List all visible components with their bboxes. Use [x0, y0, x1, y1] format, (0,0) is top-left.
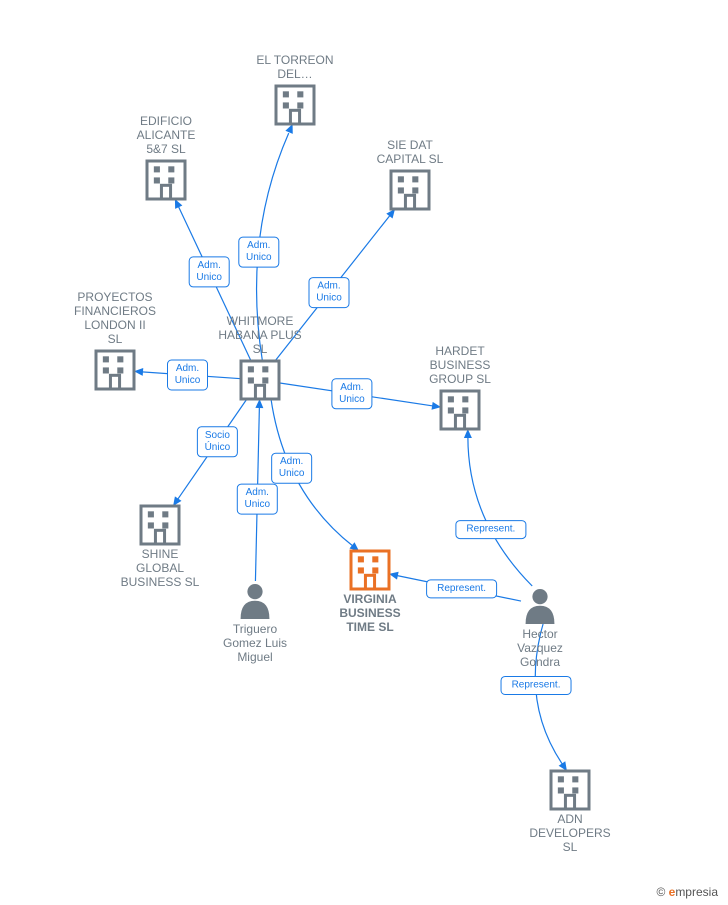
node-label: CAPITAL SL — [377, 152, 444, 166]
building-node-siedat[interactable] — [391, 171, 429, 209]
node-label: Vazquez — [517, 641, 563, 655]
edge — [468, 436, 532, 586]
node-label: DEL… — [277, 67, 312, 81]
node-label: BUSINESS — [339, 606, 400, 620]
node-label: Miguel — [237, 650, 272, 664]
node-label: GROUP SL — [429, 372, 491, 386]
edges-layer: Adm.UnicoAdm.UnicoAdm.UnicoAdm.UnicoAdm.… — [134, 124, 571, 771]
building-node-torreon[interactable] — [276, 86, 314, 124]
edge-badge-text: Socio — [205, 430, 230, 441]
edge-badge-text: Represent. — [466, 524, 515, 535]
building-node-hardet[interactable] — [441, 391, 479, 429]
edge-badge-text: Adm. — [340, 382, 363, 393]
node-label: HARDET — [435, 344, 485, 358]
edge-badge-text: Represent. — [512, 679, 561, 690]
building-node-edificio[interactable] — [147, 161, 185, 199]
node-label: SL — [108, 332, 123, 346]
building-node-proyectos[interactable] — [96, 351, 134, 389]
building-node-virginia[interactable] — [351, 551, 389, 589]
node-label: Gondra — [520, 655, 560, 669]
node-label: FINANCIEROS — [74, 304, 156, 318]
edge-badge-text: Unico — [339, 394, 365, 405]
node-label: Hector — [522, 627, 557, 641]
edge-badge-text: Adm. — [246, 487, 269, 498]
building-node-whitmore[interactable] — [241, 361, 279, 399]
building-node-adn[interactable] — [551, 771, 589, 809]
node-label: TIME SL — [346, 620, 393, 634]
edge-badge-text: Unico — [246, 252, 272, 263]
node-label: WHITMORE — [227, 314, 294, 328]
node-label: EL TORREON — [256, 53, 333, 67]
node-label: DEVELOPERS — [529, 826, 610, 840]
edge-badge-text: Adm. — [317, 281, 340, 292]
node-label: Triguero — [233, 622, 278, 636]
building-node-shine[interactable] — [141, 506, 179, 544]
node-label: ALICANTE — [137, 128, 196, 142]
node-label: ADN — [557, 812, 582, 826]
person-node-hector[interactable] — [526, 589, 555, 624]
edge-badge-text: Represent. — [437, 583, 486, 594]
node-label: 5&7 SL — [146, 142, 186, 156]
edge-badge-text: Unico — [279, 468, 305, 479]
copyright: © empresia — [656, 885, 718, 899]
node-label: LONDON II — [84, 318, 145, 332]
edge-badge-text: Adm. — [280, 456, 303, 467]
edge-badge-text: Único — [205, 440, 231, 453]
edge-badge-text: Unico — [175, 375, 201, 386]
edge-badge-text: Unico — [316, 293, 342, 304]
node-label: BUSINESS — [430, 358, 491, 372]
node-label: BUSINESS SL — [121, 575, 200, 589]
node-label: SIE DAT — [387, 138, 433, 152]
node-label: VIRGINIA — [343, 592, 397, 606]
node-label: SHINE — [142, 547, 179, 561]
edge-badge-text: Unico — [245, 499, 271, 510]
network-diagram: Adm.UnicoAdm.UnicoAdm.UnicoAdm.UnicoAdm.… — [0, 0, 728, 905]
person-node-triguero[interactable] — [241, 584, 270, 619]
edge-badge-text: Adm. — [247, 240, 270, 251]
nodes-layer: WHITMOREHABANA PLUSSLEL TORREONDEL…EDIFI… — [74, 53, 611, 854]
node-label: GLOBAL — [136, 561, 184, 575]
edge-badge-text: Adm. — [176, 363, 199, 374]
brand-rest: mpresia — [675, 885, 718, 899]
copyright-symbol: © — [656, 885, 665, 899]
node-label: SL — [563, 840, 578, 854]
node-label: SL — [253, 342, 268, 356]
edge-badge-text: Adm. — [198, 260, 221, 271]
node-label: EDIFICIO — [140, 114, 192, 128]
edge-badge-text: Unico — [196, 272, 222, 283]
node-label: HABANA PLUS — [218, 328, 301, 342]
node-label: Gomez Luis — [223, 636, 287, 650]
node-label: PROYECTOS — [77, 290, 152, 304]
